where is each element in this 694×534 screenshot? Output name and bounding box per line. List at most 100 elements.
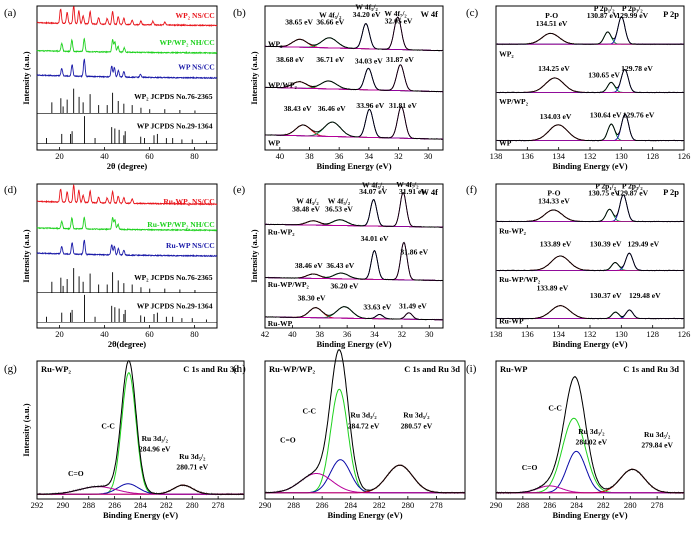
reference-label: WP JCPDS No.29-1364 [137, 302, 213, 311]
x-axis-label: Binding Energy (eV) [103, 510, 178, 520]
panel-b: 40 38 36 34 32 30 Binding Energy (eV) Intensity… [233, 3, 444, 171]
peak-annotation: 31.81 eV [389, 101, 417, 110]
x-tick-label: 38 [316, 329, 325, 339]
peak-annotation: 38.43 eV [284, 104, 312, 113]
x-tick-label: 128 [646, 329, 659, 339]
series-label: WP/WP₂ NH/CC [160, 38, 215, 47]
peak-annotation: 279.84 eV [641, 440, 673, 449]
peak-annotation: C=O [280, 435, 296, 444]
fit-envelope-line [265, 64, 443, 93]
panel-e: 42 40 38 36 34 32 30 Binding Energy (eV) Intensi… [233, 180, 444, 349]
x-tick-label: 284 [344, 500, 358, 510]
peak-annotation: P 2p₁/₂ [595, 181, 617, 190]
series-label: WP₂ [268, 39, 283, 48]
fit-envelope-line [496, 16, 684, 45]
peak-annotation: 129.87 eV [616, 189, 648, 198]
peak-annotation: 38.48 eV [292, 204, 320, 213]
fit-envelope-line [496, 113, 684, 142]
fit-envelope-line [265, 241, 443, 281]
x-tick-label: 288 [82, 500, 95, 510]
peak-annotation: Ru 3d₅/₂ [644, 430, 671, 439]
peak-annotation: 130.37 eV [590, 291, 622, 300]
fit-envelope-line [265, 16, 443, 52]
series-label: WP/WP₂ [499, 97, 529, 106]
peak-annotation: 31.87 eV [386, 55, 414, 64]
plot-frame [264, 183, 444, 329]
x-axis-ticks: 20 40 60 80 [55, 325, 199, 339]
peak-annotation: 284.96 eV [139, 444, 171, 453]
y-axis-label: Intensity (a.u.) [21, 403, 31, 456]
peak-annotation: Ru 3d₅/₂ [179, 452, 206, 461]
reference-label: WP₂ JCPDS No.76-2365 [134, 273, 213, 282]
reference-sticks [37, 88, 217, 114]
x-tick-label: 286 [108, 500, 121, 510]
panel-letter: (d) [4, 184, 17, 196]
fit-envelope-line [265, 105, 443, 140]
plot-frame [495, 360, 685, 500]
peak-annotation: C-C [548, 404, 562, 413]
panel-h: 290 288 286 284 282 280 278 Binding Energy (eV)… [233, 349, 466, 520]
series-label: WP₂ [499, 49, 514, 58]
x-tick-label: 130 [615, 151, 628, 161]
peak-annotation: 129.99 eV [616, 11, 648, 20]
x-axis-ticks: 20 40 60 80 [55, 147, 199, 161]
plot-frame [36, 360, 245, 500]
peak-annotation: P-O [547, 189, 560, 198]
peak-annotation: 134.33 eV [538, 196, 570, 205]
peak-annotation: P 2p₃/₂ [622, 4, 644, 13]
x-tick-label: 80 [190, 329, 199, 339]
series-label: Ru-WP₂ [268, 227, 295, 236]
xrd-pattern-line [36, 58, 218, 80]
x-tick-label: 38 [305, 151, 314, 161]
x-tick-label: 290 [490, 500, 503, 510]
panel-title: C 1s and Ru 3d [623, 364, 679, 374]
panel-letter: (b) [233, 7, 246, 19]
peak-annotation: 134.03 eV [540, 112, 572, 121]
peak-annotation: 36.66 eV [316, 18, 344, 27]
sample-label: Ru-WP/WP₂ [269, 364, 315, 374]
x-tick-label: 278 [651, 500, 664, 510]
peak-annotation: 32.05 eV [385, 16, 413, 25]
series-label: Ru-WP/WP₂ [499, 275, 541, 284]
x-axis-label: Binding Energy (eV) [327, 510, 402, 520]
x-tick-label: 60 [145, 329, 154, 339]
panel-letter: (a) [4, 7, 17, 19]
x-axis-ticks: 290 288 286 284 282 280 278 [259, 496, 443, 510]
peak-annotation: 134.51 eV [536, 19, 568, 28]
x-tick-label: 20 [55, 151, 64, 161]
peak-annotation: 280.57 eV [401, 422, 433, 431]
panel-d: 20 40 60 80 2θ(degree) Intensity (a.u.) (d) Ru-… [4, 183, 218, 349]
y-axis-label: Intensity (a.u.) [21, 229, 31, 282]
peak-annotation: W 4f₇/₂ [396, 180, 419, 189]
peak-annotation: P 2p₁/₂ [594, 4, 616, 13]
y-axis-label: Intensity (a.u.) [249, 51, 259, 104]
series-label: Ru-WP NS/CC [166, 241, 215, 250]
xrd-pattern-line [36, 216, 218, 232]
peak-annotation: Ru 3d₃/₂ [350, 411, 377, 420]
fit-envelope-line [265, 349, 465, 494]
peak-annotation: 129.76 eV [623, 111, 655, 120]
peak-annotation: C-C [303, 406, 317, 415]
x-axis-ticks: 42 40 38 36 34 32 30 [261, 325, 434, 339]
x-axis-label: Binding Energy (eV) [316, 161, 391, 171]
plot-frame [264, 360, 466, 500]
series-label: Ru-WP/WP₂ NH/CC [147, 220, 214, 229]
panel-letter: (h) [233, 363, 246, 375]
x-tick-label: 126 [678, 151, 691, 161]
x-tick-label: 34 [365, 151, 374, 161]
peak-annotation: 130.39 eV [590, 240, 622, 249]
panel-title: P 2p [663, 187, 679, 197]
series-label: WP₂ NS/CC [176, 11, 215, 20]
x-axis-label: Binding Energy (eV) [552, 161, 627, 171]
x-tick-label: 40 [276, 151, 285, 161]
x-tick-label: 286 [543, 500, 556, 510]
x-tick-label: 288 [287, 500, 300, 510]
peak-annotation: 284.72 eV [348, 422, 380, 431]
peak-annotation: 130.65 eV [588, 70, 620, 79]
x-tick-label: 284 [134, 500, 148, 510]
peak-annotation: 33.63 eV [363, 302, 391, 311]
x-tick-label: 80 [190, 151, 199, 161]
peak-annotation: 31.91 eV [399, 187, 427, 196]
y-axis-label: Intensity (a.u.) [249, 229, 259, 282]
plot-frame [495, 183, 685, 329]
